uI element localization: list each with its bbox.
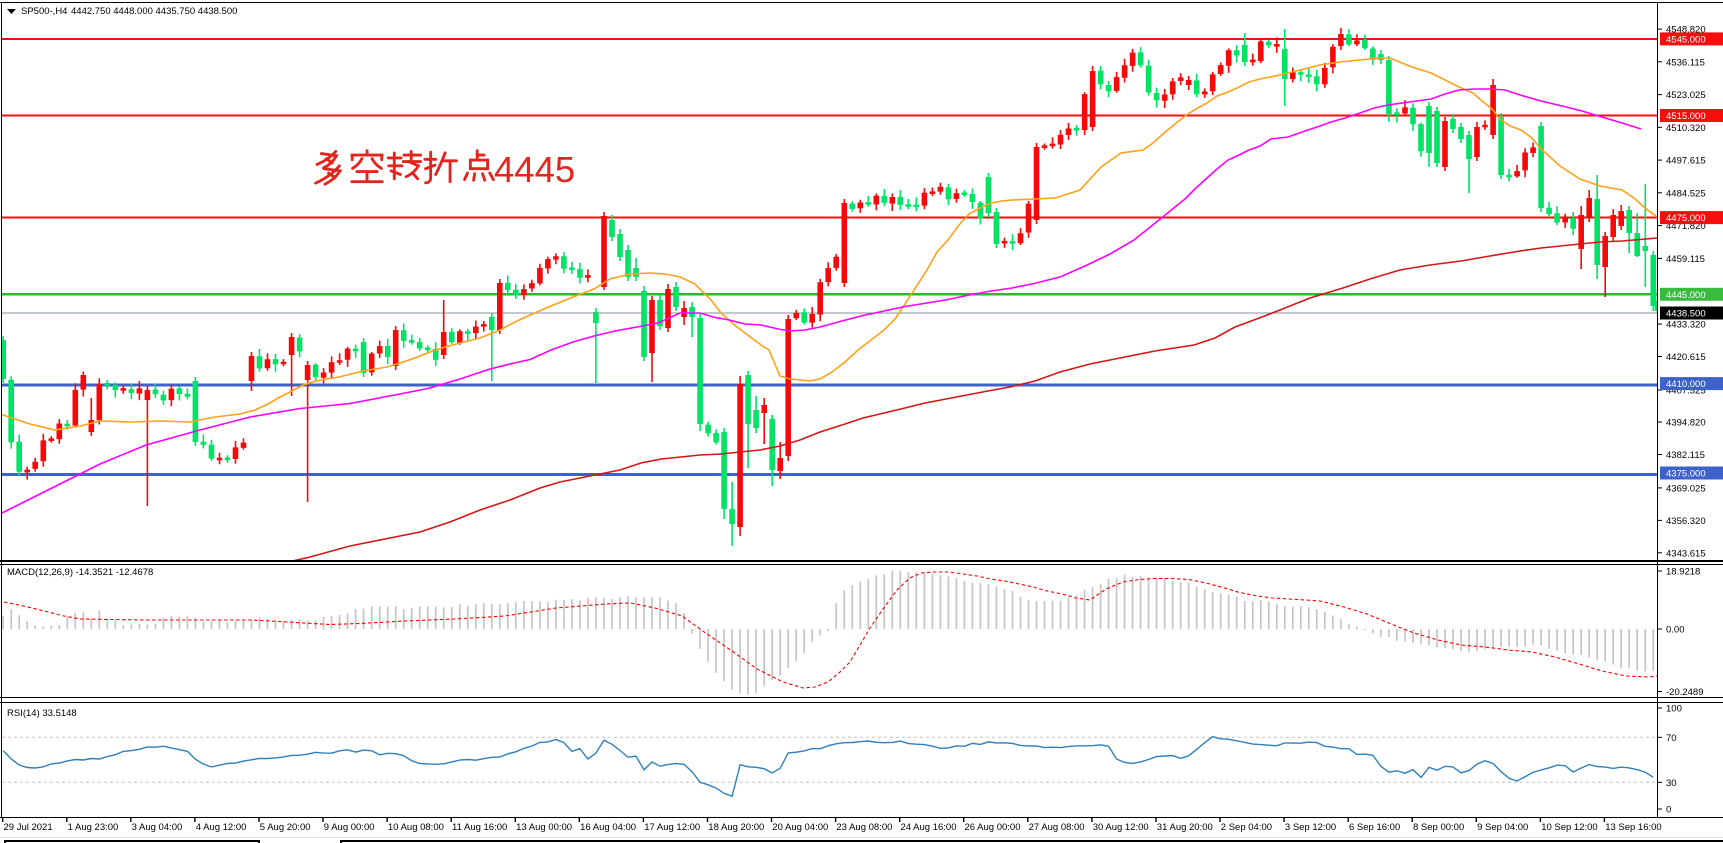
svg-text:4484.525: 4484.525 [1666, 188, 1706, 199]
svg-text:18 Aug 20:00: 18 Aug 20:00 [708, 822, 764, 833]
svg-text:4 Aug 12:00: 4 Aug 12:00 [196, 822, 247, 833]
svg-text:-20.2489: -20.2489 [1666, 687, 1704, 698]
svg-text:4471.820: 4471.820 [1666, 221, 1706, 232]
svg-text:4343.615: 4343.615 [1666, 548, 1706, 559]
svg-text:4510.320: 4510.320 [1666, 123, 1706, 134]
svg-text:2 Sep 04:00: 2 Sep 04:00 [1221, 822, 1272, 833]
svg-text:13 Sep 16:00: 13 Sep 16:00 [1605, 822, 1662, 833]
svg-text:27 Aug 08:00: 27 Aug 08:00 [1029, 822, 1085, 833]
svg-text:MACD(12,26,9) -14.3521 -12.467: MACD(12,26,9) -14.3521 -12.4678 [7, 567, 153, 578]
svg-text:4515.000: 4515.000 [1666, 111, 1706, 122]
svg-text:4375.000: 4375.000 [1666, 469, 1706, 480]
svg-text:29 Jul 2021: 29 Jul 2021 [4, 822, 53, 833]
svg-text:3 Aug 04:00: 3 Aug 04:00 [132, 822, 183, 833]
svg-text:20 Aug 04:00: 20 Aug 04:00 [772, 822, 828, 833]
svg-text:4438.500: 4438.500 [1666, 309, 1706, 320]
svg-text:23 Aug 08:00: 23 Aug 08:00 [836, 822, 892, 833]
svg-text:26 Aug 00:00: 26 Aug 00:00 [965, 822, 1021, 833]
svg-text:11 Aug 16:00: 11 Aug 16:00 [452, 822, 507, 833]
svg-text:4382.115: 4382.115 [1666, 450, 1705, 461]
svg-text:70: 70 [1666, 733, 1677, 744]
svg-text:8 Sep 00:00: 8 Sep 00:00 [1413, 822, 1464, 833]
svg-text:SP500-,H4: SP500-,H4 [21, 6, 67, 17]
svg-text:4545.000: 4545.000 [1666, 34, 1706, 45]
svg-text:4459.115: 4459.115 [1666, 254, 1705, 265]
svg-text:31 Aug 20:00: 31 Aug 20:00 [1157, 822, 1213, 833]
svg-text:24 Aug 16:00: 24 Aug 16:00 [901, 822, 957, 833]
svg-text:4445.000: 4445.000 [1666, 290, 1706, 301]
svg-text:4445: 4445 [494, 149, 575, 190]
svg-text:4442.750 4448.000 4435.750 443: 4442.750 4448.000 4435.750 4438.500 [71, 6, 237, 17]
svg-text:5 Aug 20:00: 5 Aug 20:00 [260, 822, 311, 833]
svg-text:RSI(14) 33.5148: RSI(14) 33.5148 [7, 708, 77, 719]
svg-text:4420.615: 4420.615 [1666, 352, 1706, 363]
svg-text:4369.025: 4369.025 [1666, 483, 1706, 494]
svg-text:4394.820: 4394.820 [1666, 418, 1706, 429]
svg-text:100: 100 [1666, 704, 1682, 715]
svg-text:30: 30 [1666, 778, 1677, 789]
svg-text:0.00: 0.00 [1666, 625, 1685, 636]
svg-text:4410.000: 4410.000 [1666, 379, 1706, 390]
svg-text:4356.320: 4356.320 [1666, 516, 1706, 527]
svg-text:30 Aug 12:00: 30 Aug 12:00 [1093, 822, 1149, 833]
svg-text:9 Aug 00:00: 9 Aug 00:00 [324, 822, 375, 833]
svg-text:6 Sep 16:00: 6 Sep 16:00 [1349, 822, 1400, 833]
svg-text:4433.320: 4433.320 [1666, 320, 1706, 331]
svg-text:0: 0 [1666, 805, 1671, 816]
svg-text:4536.115: 4536.115 [1666, 57, 1705, 68]
svg-text:3 Sep 12:00: 3 Sep 12:00 [1285, 822, 1336, 833]
svg-text:10 Aug 08:00: 10 Aug 08:00 [388, 822, 444, 833]
svg-text:4407.525: 4407.525 [1666, 386, 1706, 397]
svg-text:9 Sep 04:00: 9 Sep 04:00 [1477, 822, 1528, 833]
svg-text:18.9218: 18.9218 [1666, 567, 1700, 578]
svg-text:4523.025: 4523.025 [1666, 90, 1706, 101]
svg-text:1 Aug 23:00: 1 Aug 23:00 [68, 822, 119, 833]
svg-text:4497.615: 4497.615 [1666, 156, 1706, 167]
svg-text:13 Aug 00:00: 13 Aug 00:00 [516, 822, 572, 833]
svg-text:4548.820: 4548.820 [1666, 25, 1706, 36]
svg-text:4475.000: 4475.000 [1666, 213, 1706, 224]
svg-text:10 Sep 12:00: 10 Sep 12:00 [1541, 822, 1598, 833]
svg-text:17 Aug 12:00: 17 Aug 12:00 [644, 822, 700, 833]
svg-text:16 Aug 04:00: 16 Aug 04:00 [580, 822, 636, 833]
